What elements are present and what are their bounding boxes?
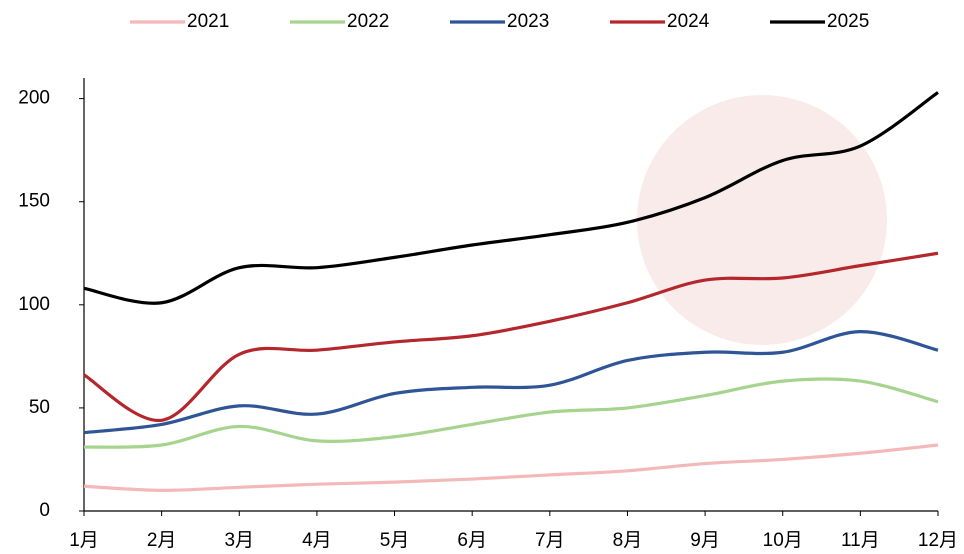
x-tick-label: 10月 [763, 530, 803, 551]
y-tick-label: 200 [18, 88, 50, 109]
series-line [83, 377, 939, 449]
x-tick-label: 8月 [613, 530, 643, 551]
x-tick-label: 12月 [918, 530, 958, 551]
x-tick-label: 11月 [841, 530, 880, 551]
legend-label: 2021 [187, 11, 229, 32]
series-line [83, 251, 939, 422]
y-tick-label: 50 [29, 397, 50, 418]
x-tick-label: 7月 [535, 530, 565, 551]
watermark [637, 95, 887, 345]
y-tick-label: 0 [39, 500, 50, 521]
series-line [83, 330, 939, 435]
legend-label: 2024 [667, 11, 710, 32]
y-tick-label: 150 [18, 191, 50, 212]
legend-label: 2023 [507, 11, 549, 32]
x-tick-label: 4月 [302, 530, 332, 551]
y-tick-label: 100 [18, 294, 50, 315]
series-line [83, 91, 939, 305]
legend-label: 2025 [827, 11, 869, 32]
x-tick-label: 1月 [69, 530, 99, 551]
x-tick-label: 9月 [690, 530, 720, 551]
x-tick-label: 2月 [147, 530, 177, 551]
x-tick-label: 6月 [457, 530, 487, 551]
series-line [83, 443, 939, 492]
legend-label: 2022 [347, 11, 389, 32]
x-tick-label: 5月 [380, 530, 410, 551]
x-tick-label: 3月 [224, 530, 254, 551]
